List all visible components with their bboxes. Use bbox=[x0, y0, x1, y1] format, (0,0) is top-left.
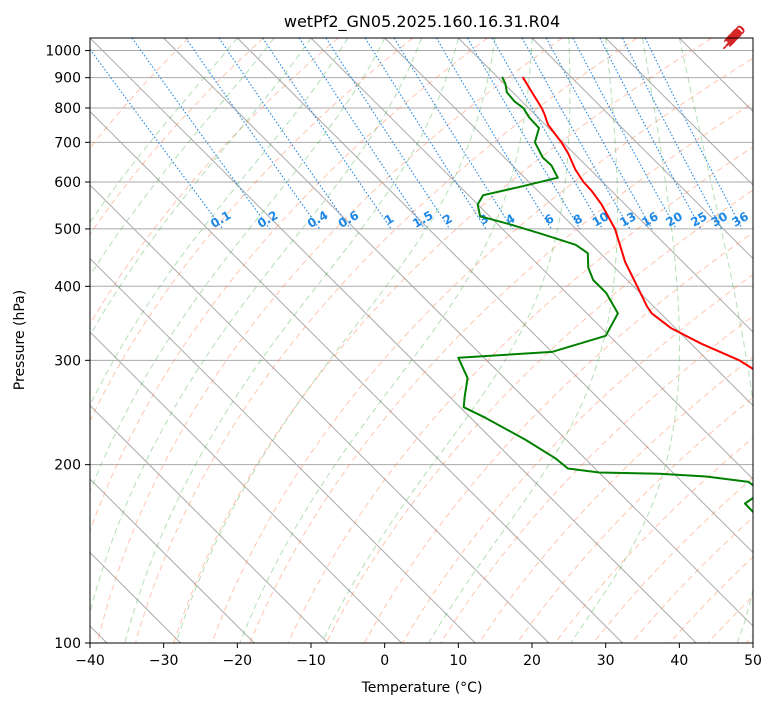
y-tick-label: 500 bbox=[54, 222, 81, 238]
isotherm-line bbox=[90, 404, 329, 643]
dry-adiabat-line bbox=[592, 477, 753, 643]
x-tick-label: 20 bbox=[523, 653, 541, 669]
mixing-ratio-line bbox=[298, 38, 426, 230]
x-tick-label: 10 bbox=[449, 653, 467, 669]
plot-frame bbox=[89, 37, 754, 644]
dry-adiabat-line bbox=[478, 356, 753, 643]
moist-adiabat-line bbox=[90, 38, 422, 615]
isotherm-line bbox=[531, 38, 753, 260]
x-axis-label: Temperature (°C) bbox=[361, 680, 483, 696]
mixing-ratio-line bbox=[599, 38, 702, 230]
mixing-ratio-line bbox=[364, 38, 487, 230]
x-tick-label: −40 bbox=[75, 653, 105, 669]
moist-adiabat-line bbox=[428, 38, 618, 643]
isotherm-line bbox=[90, 110, 623, 643]
mixing-ratio-line bbox=[572, 38, 677, 230]
temperature-line bbox=[522, 76, 753, 371]
x-tick-label: −30 bbox=[149, 653, 179, 669]
mixing-ratio-line bbox=[90, 48, 224, 230]
x-tick-label: 50 bbox=[744, 653, 762, 669]
dry-adiabat-line bbox=[287, 146, 753, 643]
isotherm-line bbox=[90, 331, 402, 643]
dewpoint-line bbox=[457, 76, 753, 514]
y-axis: 100 200 300 400 500 600 700 800 900 1000 bbox=[45, 44, 90, 652]
profile-series bbox=[457, 76, 753, 514]
dry-adiabat-line bbox=[90, 38, 264, 236]
dry-adiabat-line bbox=[90, 38, 414, 422]
x-tick-label: −20 bbox=[223, 653, 253, 669]
x-tick-label: 40 bbox=[670, 653, 688, 669]
moist-adiabat-line bbox=[90, 38, 238, 224]
y-tick-label: 800 bbox=[54, 101, 81, 117]
dry-adiabat-line bbox=[516, 396, 753, 643]
isotherm-line bbox=[605, 38, 753, 186]
y-tick-label: 200 bbox=[54, 458, 81, 474]
moist-adiabat-line bbox=[678, 38, 753, 643]
moist-adiabat-line bbox=[239, 38, 533, 643]
y-tick-label: 700 bbox=[54, 135, 81, 151]
moist-adiabat-line bbox=[90, 38, 275, 277]
moist-adiabat-line bbox=[90, 38, 386, 493]
y-tick-label: 1000 bbox=[45, 44, 81, 60]
y-tick-label: 900 bbox=[54, 71, 81, 87]
mixing-ratio-line bbox=[521, 38, 631, 230]
isotherm-line bbox=[90, 257, 476, 643]
y-tick-label: 600 bbox=[54, 175, 81, 191]
mixing-ratio-line bbox=[545, 38, 653, 230]
isotherm-line bbox=[163, 38, 753, 627]
mixing-ratio-line bbox=[325, 38, 451, 230]
dry-adiabat-line bbox=[631, 516, 753, 643]
mixing-ratio-line bbox=[131, 38, 271, 230]
y-tick-label: 300 bbox=[54, 353, 81, 369]
moist-adiabat-line bbox=[124, 38, 459, 643]
dry-adiabat-line bbox=[211, 57, 753, 643]
x-tick-label: −10 bbox=[296, 653, 326, 669]
isotherm-line bbox=[236, 38, 753, 554]
isotherm-line bbox=[310, 38, 753, 480]
y-axis-label: Pressure (hPa) bbox=[12, 290, 28, 390]
mixing-ratio-line bbox=[491, 38, 603, 230]
background-lines bbox=[90, 38, 753, 643]
dry-adiabat-line bbox=[134, 38, 638, 643]
dry-adiabat-line bbox=[325, 189, 753, 643]
moist-adiabat-line bbox=[175, 38, 496, 643]
mixing-ratio-line bbox=[185, 38, 321, 230]
y-tick-label: 400 bbox=[54, 279, 81, 295]
isotherm-line bbox=[90, 184, 550, 643]
y-tick-label: 100 bbox=[54, 636, 81, 652]
mixing-ratio-line bbox=[393, 38, 513, 230]
moist-adiabat-line bbox=[90, 38, 349, 407]
dry-adiabat-line bbox=[402, 273, 753, 643]
isotherm-line bbox=[90, 38, 697, 643]
isotherm-line bbox=[384, 38, 753, 407]
dry-adiabat-line bbox=[249, 102, 753, 643]
moist-adiabat-line bbox=[570, 38, 680, 643]
dry-adiabat-line bbox=[96, 38, 563, 643]
moist-adiabat-line bbox=[321, 38, 571, 643]
mixing-ratio-line bbox=[621, 38, 722, 230]
dry-adiabat-line bbox=[173, 38, 712, 643]
dry-adiabat-line bbox=[363, 231, 753, 643]
x-tick-label: 30 bbox=[597, 653, 615, 669]
x-axis: −40 −30 −20 −10 0 10 20 30 40 50 bbox=[75, 643, 762, 669]
mixing-ratio-line bbox=[218, 38, 351, 230]
chart-title: wetPf2_GN05.2025.160.16.31.R04 bbox=[284, 12, 560, 32]
x-tick-label: 0 bbox=[380, 653, 389, 669]
mixing-ratio-line bbox=[644, 38, 743, 230]
isotherm-line bbox=[90, 478, 255, 643]
